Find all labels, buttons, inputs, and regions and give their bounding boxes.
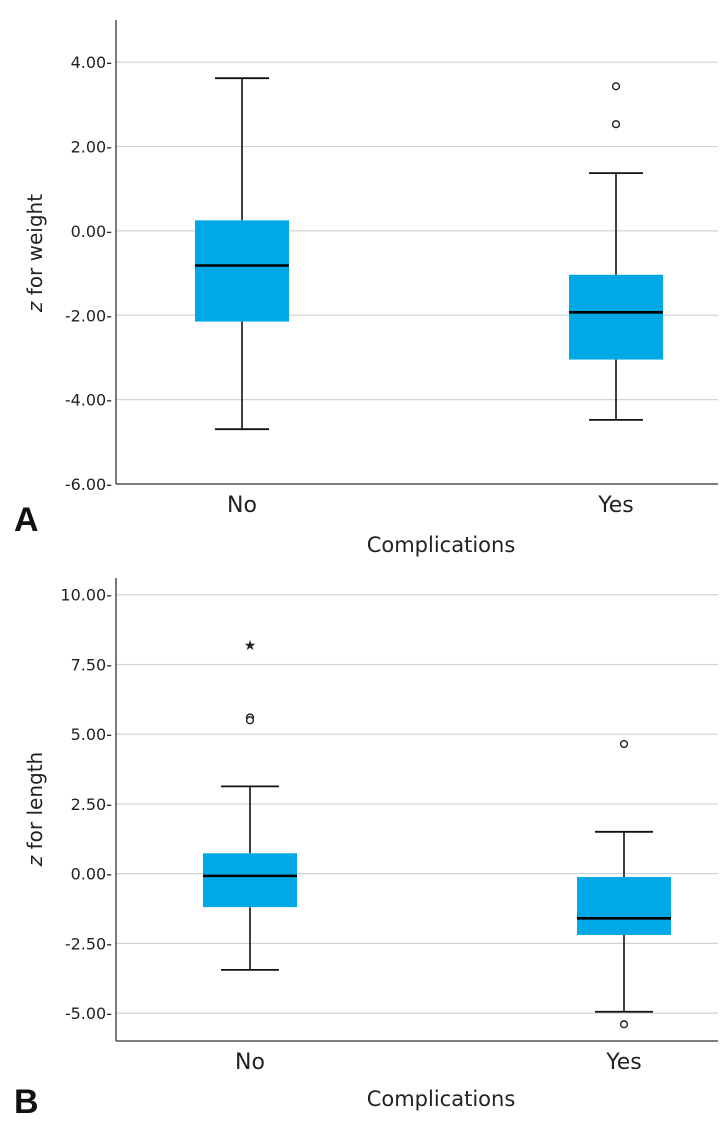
y-tick-label: 2.50-	[71, 795, 112, 814]
y-axis-label-b: z for length	[23, 752, 47, 867]
box-iqr	[577, 876, 671, 936]
panel-a: 4.00- 2.00- 0.00- -2.00- -4.00- -6.00- No Yes…	[14, 20, 718, 557]
outlier-point	[611, 120, 621, 129]
panel-label-a: A	[14, 501, 39, 539]
y-tick-label: 10.00-	[60, 586, 112, 605]
y-tick-labels-b: 10.00- 7.50- 5.00- 2.50- 0.00- -2.50- -5.00-	[60, 586, 112, 1023]
x-tick-label-no-a: No	[227, 493, 257, 518]
boxes-a	[195, 77, 663, 431]
x-tick-label-yes-a: Yes	[597, 493, 634, 518]
x-tick-label-yes-b: Yes	[605, 1050, 642, 1075]
y-tick-label: -2.00-	[65, 306, 112, 325]
panel-label-b: B	[14, 1083, 39, 1121]
outlier-point	[245, 716, 255, 725]
y-tick-label: -4.00-	[65, 391, 112, 410]
y-tick-label: 2.00-	[71, 138, 112, 157]
grid-lines-b	[116, 594, 718, 1014]
outlier-point	[619, 739, 629, 749]
boxes-b: ★	[203, 638, 671, 1029]
y-axis-label-a: z for weight	[23, 194, 47, 313]
y-axis-label-rest-b: for length	[23, 752, 47, 856]
y-tick-label: -6.00-	[65, 475, 112, 494]
y-tick-label: -5.00-	[65, 1004, 112, 1023]
y-tick-label: 5.00-	[71, 725, 112, 744]
y-tick-label: 4.00-	[71, 53, 112, 72]
y-tick-label: 0.00-	[71, 222, 112, 241]
y-tick-label: 7.50-	[71, 655, 112, 674]
x-axis-label-a: Complications	[367, 533, 516, 557]
box-iqr	[203, 853, 297, 908]
y-axis-label-rest-a: for weight	[23, 194, 47, 302]
y-tick-label: -2.50-	[65, 934, 112, 953]
box-iqr	[195, 220, 289, 322]
panel-b: 10.00- 7.50- 5.00- 2.50- 0.00- -2.50- -5.00- ★…	[14, 578, 718, 1121]
y-tick-labels-a: 4.00- 2.00- 0.00- -2.00- -4.00- -6.00-	[65, 53, 112, 494]
y-axis-label-italic-b: z	[23, 855, 47, 867]
y-tick-label: 0.00-	[71, 865, 112, 884]
box-iqr	[569, 274, 663, 360]
y-axis-label-italic-a: z	[23, 301, 47, 313]
outlier-point	[611, 82, 621, 91]
x-tick-label-no-b: No	[235, 1050, 265, 1075]
extreme-point: ★	[244, 638, 257, 654]
x-axis-label-b: Complications	[367, 1087, 516, 1111]
outlier-point	[619, 1020, 629, 1029]
